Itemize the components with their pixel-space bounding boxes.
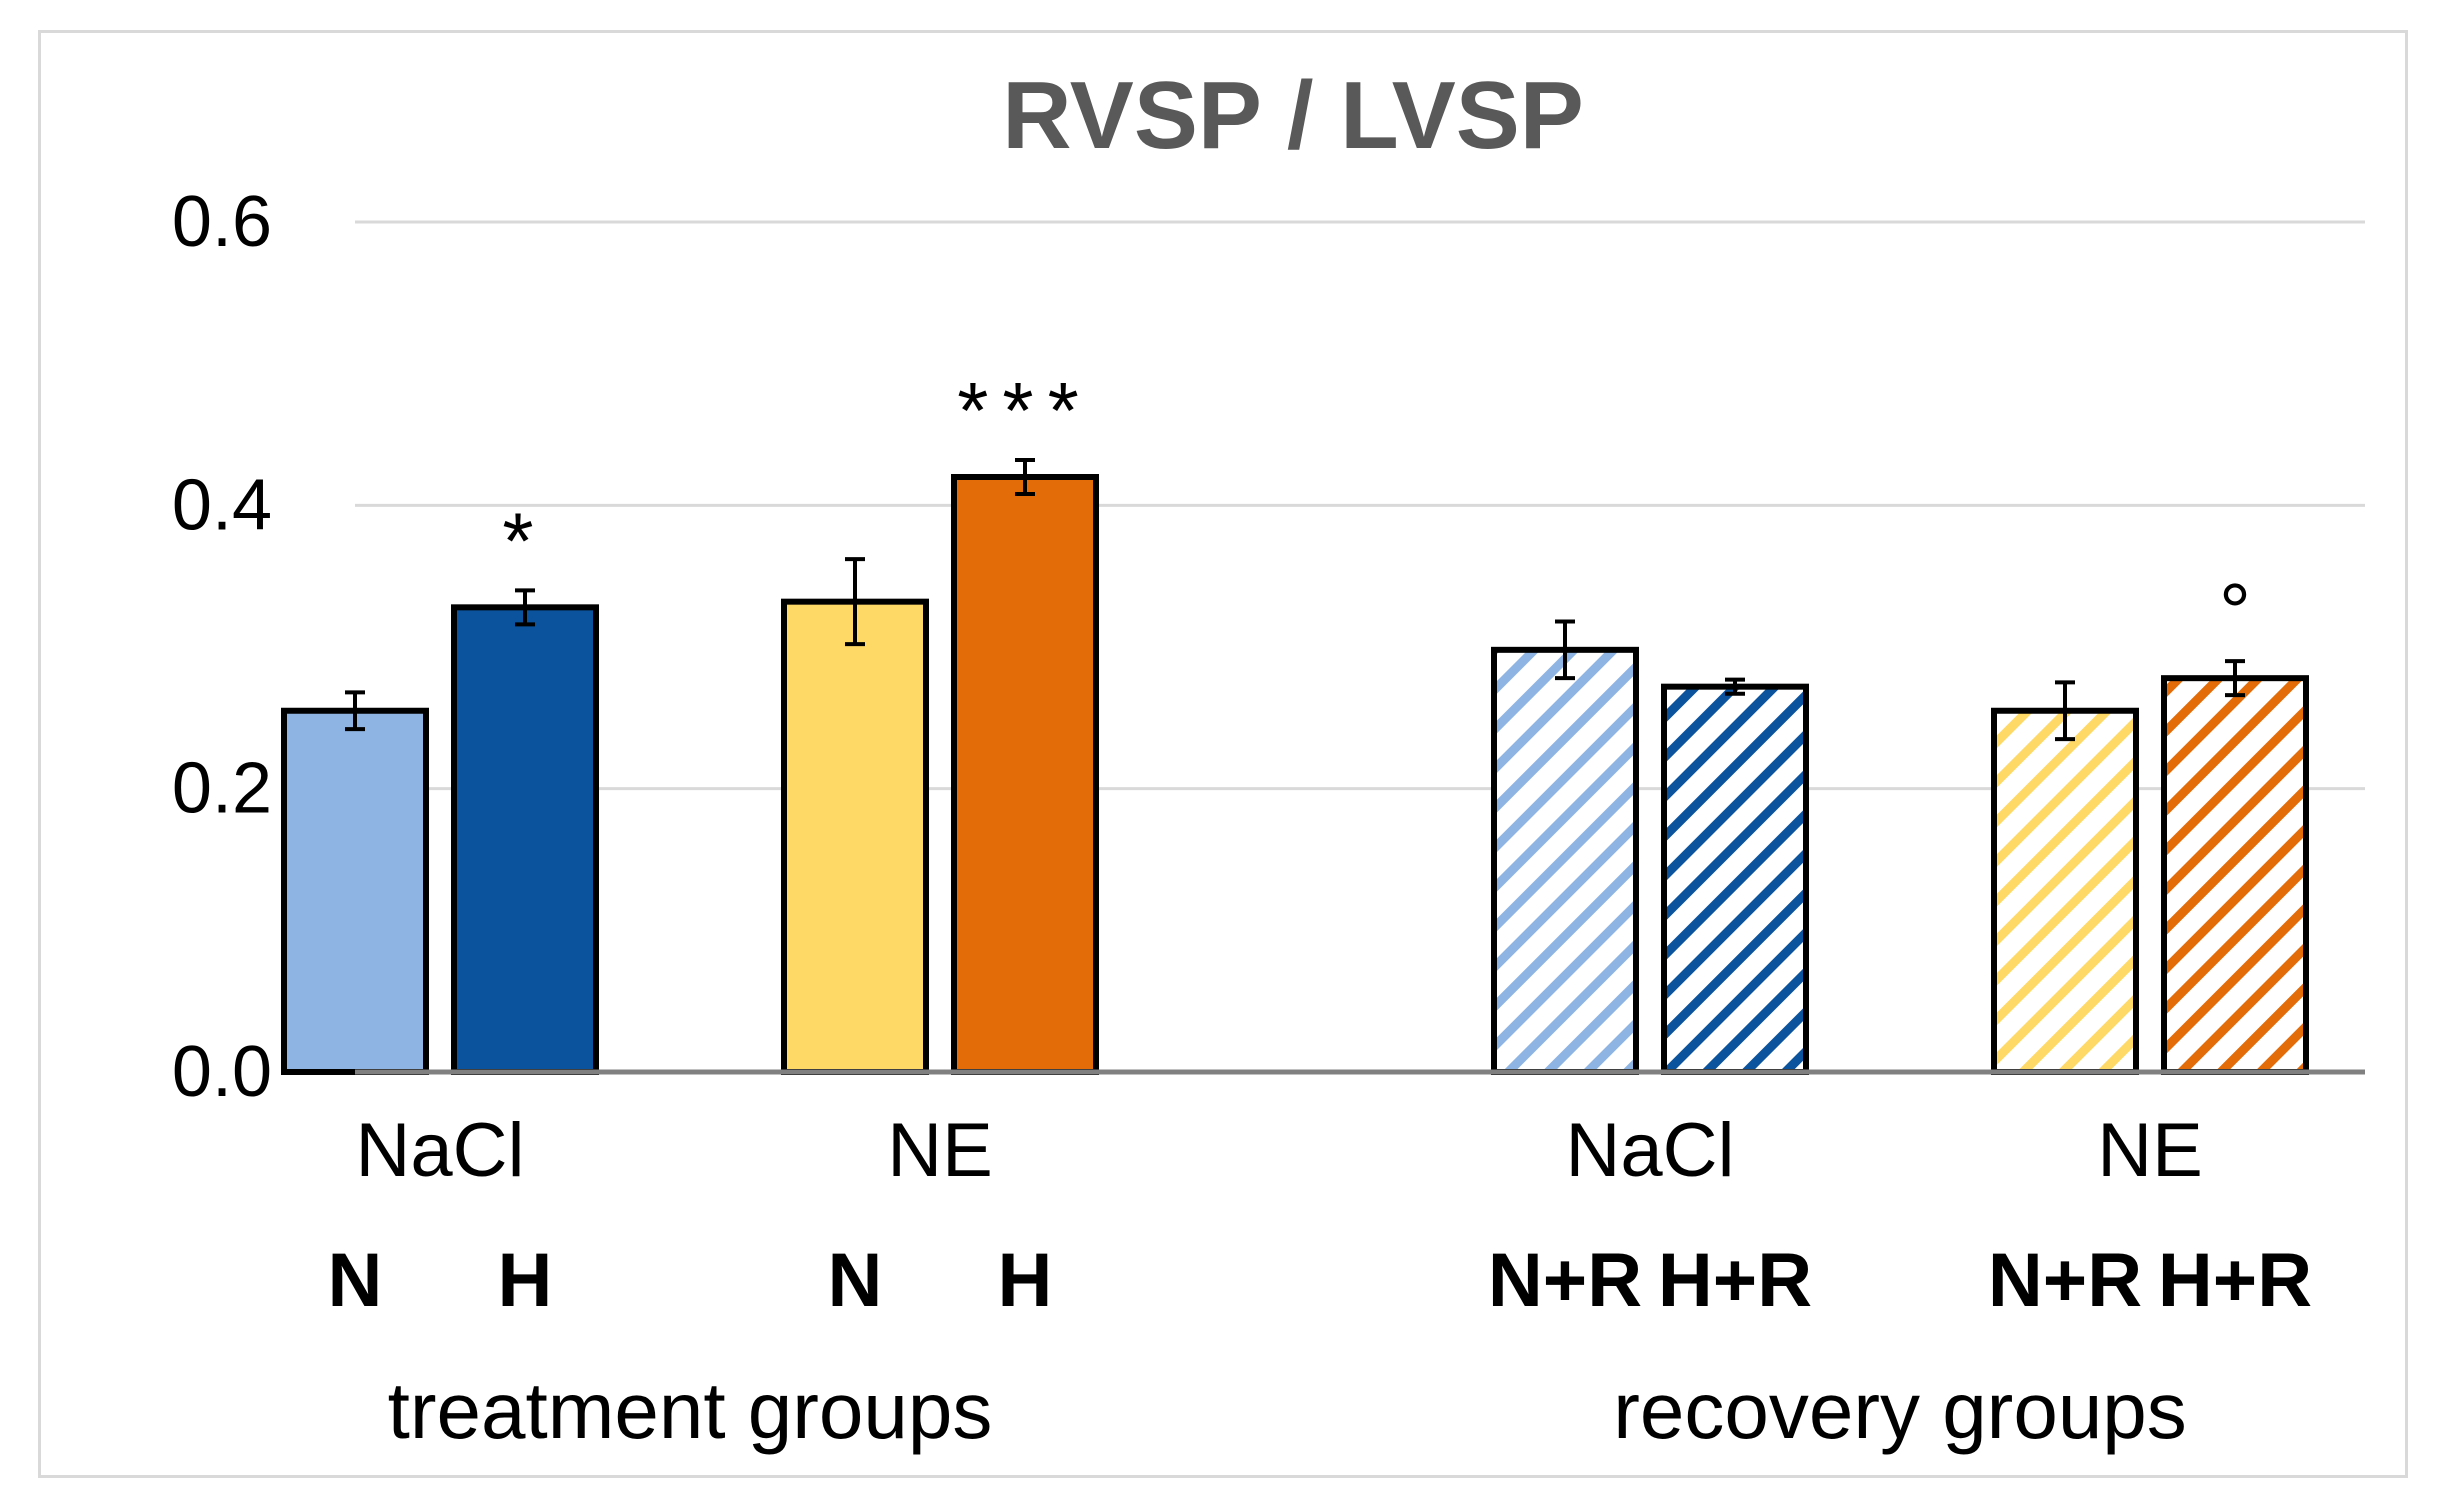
group-label: NE <box>887 1108 993 1193</box>
bar <box>1991 707 2139 1075</box>
group-label: NE <box>2097 1108 2203 1193</box>
significance-marker: ° <box>2219 567 2251 656</box>
significance-marker: *** <box>957 366 1092 455</box>
bar <box>451 604 599 1075</box>
category-label: N+R <box>1988 1238 2142 1323</box>
section-label: treatment groups <box>388 1366 993 1455</box>
bar <box>1491 646 1639 1075</box>
error-bar <box>2225 659 2245 698</box>
category-label: H <box>998 1238 1053 1323</box>
category-label: N <box>328 1238 383 1323</box>
chart-title: RVSP / LVSP <box>1002 62 1584 169</box>
category-label: H+R <box>1658 1238 1812 1323</box>
bar <box>1661 683 1809 1076</box>
error-bar <box>345 690 365 732</box>
y-axis-ticks: 0.0 0.2 0.4 0.6 <box>172 182 272 1112</box>
error-bar <box>1555 619 1575 681</box>
y-tick-label: 0.2 <box>172 749 272 829</box>
error-bar <box>845 557 865 647</box>
bar <box>781 598 929 1076</box>
category-label: N+R <box>1488 1238 1642 1323</box>
bars <box>281 458 2309 1076</box>
bar <box>281 707 429 1075</box>
error-bar <box>515 588 535 627</box>
bar <box>2161 675 2309 1076</box>
error-bar <box>1015 458 1035 496</box>
significance-marker: * <box>502 496 547 585</box>
group-label: NaCl <box>1566 1108 1735 1193</box>
y-tick-label: 0.0 <box>172 1032 272 1112</box>
y-tick-label: 0.6 <box>172 182 272 262</box>
bar <box>951 474 1099 1075</box>
error-bar <box>1725 677 1745 696</box>
error-bar <box>2055 680 2075 742</box>
y-tick-label: 0.4 <box>172 465 272 545</box>
category-label: H+R <box>2158 1238 2312 1323</box>
category-label: H <box>498 1238 553 1323</box>
group-label: NaCl <box>356 1108 525 1193</box>
category-label: N <box>828 1238 883 1323</box>
section-label: recovery groups <box>1613 1366 2187 1455</box>
